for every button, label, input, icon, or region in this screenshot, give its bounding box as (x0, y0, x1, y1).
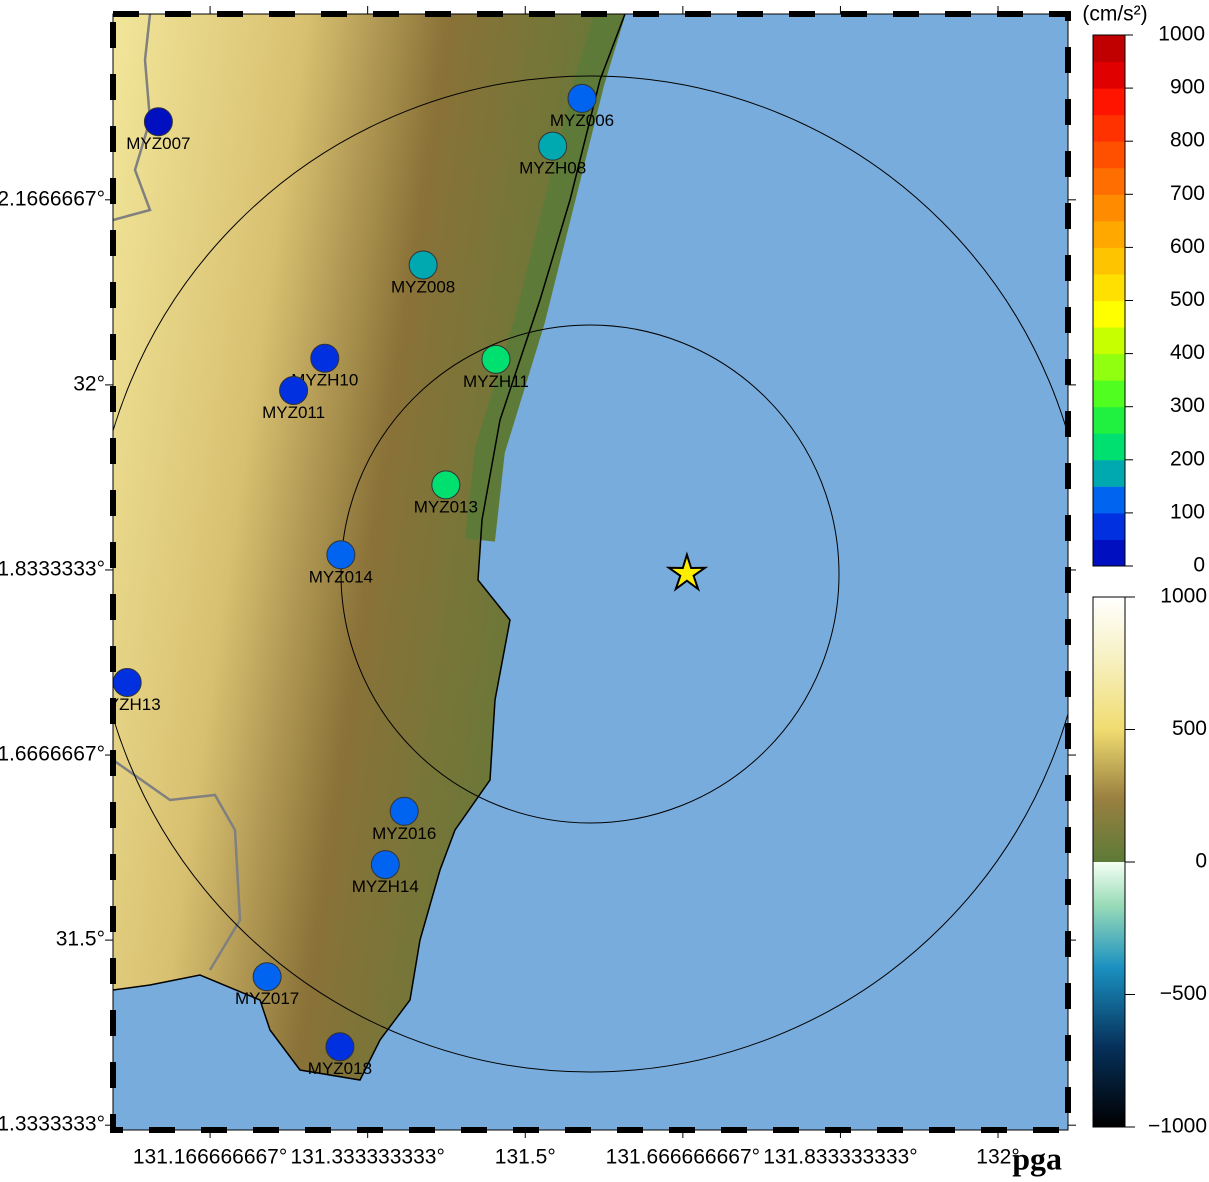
station-marker (538, 131, 568, 161)
station-label: MYZ013 (414, 497, 478, 516)
colorbar-bin (1093, 459, 1125, 487)
station-marker (326, 540, 356, 570)
x-tick-label: 131.666666667° (606, 1146, 760, 1169)
colorbar-label: 400 (1170, 341, 1205, 364)
colorbar-bin (1093, 114, 1125, 142)
land (113, 14, 625, 1080)
frame-outline (112, 13, 1069, 1131)
colorbar-label: 500 (1170, 288, 1205, 311)
station-marker (370, 850, 400, 880)
coastal-plain (465, 14, 625, 542)
station-label: MYZH14 (352, 877, 419, 896)
x-tick-label: 131.166666667° (133, 1146, 287, 1169)
colorbar-label: 0 (1193, 554, 1205, 577)
station-marker (481, 344, 511, 374)
colorbar-bin (1093, 61, 1125, 89)
colorbar-bin (1093, 512, 1125, 540)
x-tick-label: 131.333333333° (290, 1146, 444, 1169)
colorbar-bin (1093, 539, 1125, 567)
colorbar-bin (1093, 300, 1125, 328)
colorbar-label: 300 (1170, 394, 1205, 417)
colorbar-label: 1000 (1158, 23, 1205, 46)
station-label: MYZH10 (291, 371, 358, 390)
colorbar-bin (1093, 247, 1125, 275)
unit-label: (cm/s²) (1082, 3, 1147, 26)
colorbar-bin (1093, 433, 1125, 461)
colorbar-label: 0 (1195, 850, 1207, 873)
station-marker (113, 667, 142, 697)
station-label: MYZ018 (308, 1059, 372, 1078)
y-tick-label: 32.1666667° (0, 187, 105, 210)
colorbar-bin (1093, 273, 1125, 301)
station-label: MYZ017 (235, 989, 299, 1008)
coastline (113, 14, 626, 1081)
station-label: MYZH08 (519, 159, 586, 178)
station-marker (408, 250, 438, 280)
station-label: MYZ011 (262, 403, 325, 422)
distance-ring (340, 324, 840, 824)
colorbar-bin (1093, 327, 1125, 355)
station-label: MYZ016 (372, 824, 436, 843)
station-label: MYZ014 (309, 567, 373, 586)
station-label: MYZH13 (94, 695, 161, 714)
colorbar-label: 500 (1172, 717, 1207, 740)
station-label: MYZH11 (463, 372, 529, 391)
colorbar-bin (1093, 141, 1125, 169)
station-marker (279, 375, 309, 405)
station-label: MYZ006 (550, 111, 614, 130)
epicenter (665, 551, 709, 592)
colorbar-label: 900 (1170, 76, 1205, 99)
x-tick-label: 132° (976, 1146, 1019, 1169)
x-tick-label: 131.5° (495, 1146, 556, 1169)
y-tick-label: 31.5° (56, 928, 105, 951)
colorbar-bin (1093, 194, 1125, 222)
corner-label: pga (1012, 1140, 1062, 1176)
colorbar-label: −500 (1160, 982, 1207, 1005)
colorbar-bin (1093, 380, 1125, 408)
prefecture-border (113, 14, 242, 971)
y-tick-label: 31.3333333° (0, 1113, 105, 1136)
colorbar-label: −1000 (1148, 1115, 1207, 1138)
colorbar-label: 100 (1170, 500, 1205, 523)
colorbar-label: 600 (1170, 235, 1205, 258)
station-marker (252, 962, 282, 992)
colorbar-bin (1093, 35, 1125, 63)
station-label: MYZ008 (391, 277, 455, 296)
y-tick-label: 31.8333333° (0, 558, 105, 581)
y-tick-label: 31.6666667° (0, 743, 105, 766)
y-tick-label: 32° (73, 372, 105, 395)
map-area: MYZ007 MYZ006 MYZH08 MYZ008 MYZH10 MYZ011 MYZH… (94, 14, 1068, 1130)
colorbar-label: 700 (1170, 182, 1205, 205)
station-marker (567, 83, 597, 113)
x-tick-label: 131.833333333° (763, 1146, 917, 1169)
colorbar-bin (1093, 353, 1125, 381)
colorbar-label: 200 (1170, 447, 1205, 470)
topo-colorbar (1092, 596, 1126, 1128)
station-marker (143, 107, 173, 137)
colorbar-bin (1093, 88, 1125, 116)
colorbar-label: 1000 (1160, 585, 1207, 608)
station-marker (431, 470, 461, 500)
colorbar-label: 800 (1170, 129, 1205, 152)
station-marker (389, 796, 419, 826)
station-marker (325, 1032, 355, 1062)
distance-ring (113, 75, 1068, 1073)
colorbar-bin (1093, 486, 1125, 514)
colorbar-bin (1093, 167, 1125, 195)
station-label: MYZ007 (126, 134, 190, 153)
colorbar-bin (1093, 220, 1125, 248)
station-marker (310, 343, 340, 373)
colorbar-bin (1093, 406, 1125, 434)
